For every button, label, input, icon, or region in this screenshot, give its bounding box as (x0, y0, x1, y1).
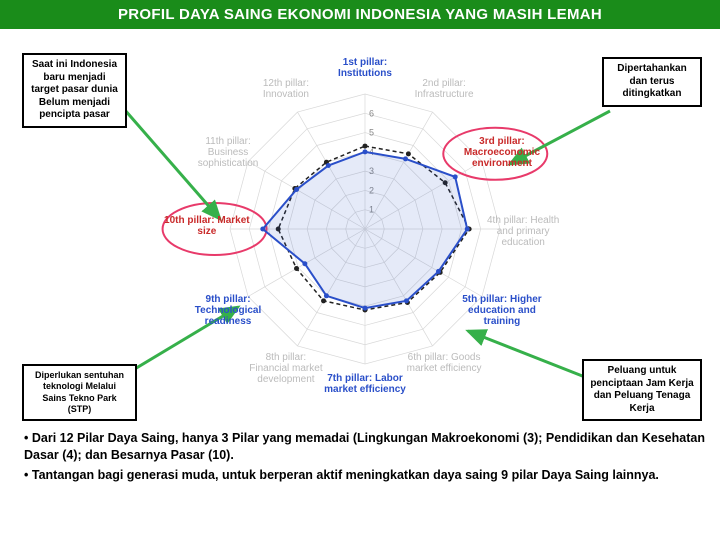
pillar-label-2: 2nd pillar:Infrastructure (399, 78, 489, 100)
pillar-label-8: 8th pillar:Financial marketdevelopment (241, 352, 331, 385)
note-bottom-right: Peluang untuk penciptaan Jam Kerja dan P… (582, 359, 702, 421)
pillar-label-10: 10th pillar: Marketsize (162, 215, 252, 237)
pillar-label-5: 5th pillar: Highereducation andtraining (457, 294, 547, 327)
pillar-label-7: 7th pillar: Labormarket efficiency (320, 373, 410, 395)
svg-text:5: 5 (369, 128, 374, 138)
pillar-label-4: 4th pillar: Healthand primaryeducation (478, 215, 568, 248)
pillar-label-6: 6th pillar: Goodsmarket efficiency (399, 352, 489, 374)
page-title: PROFIL DAYA SAING EKONOMI INDONESIA YANG… (0, 0, 720, 29)
bullet-list: Dari 12 Pilar Daya Saing, hanya 3 Pilar … (0, 424, 720, 493)
pillar-label-12: 12th pillar:Innovation (241, 78, 331, 100)
note-top-left: Saat ini Indonesia baru menjadi target p… (22, 53, 127, 128)
radar-chart-area: 123456 Saat ini Indonesia baru menjadi t… (0, 29, 720, 424)
pillar-label-1: 1st pillar:Institutions (320, 57, 410, 79)
note-top-right: Dipertahankan dan terus ditingkatkan (602, 57, 702, 107)
bullet-2: Tantangan bagi generasi muda, untuk berp… (24, 467, 706, 484)
pillar-label-3: 3rd pillar:Macroeconomicenvironment (457, 136, 547, 169)
bullet-1: Dari 12 Pilar Daya Saing, hanya 3 Pilar … (24, 430, 706, 464)
note-bottom-left: Diperlukan sentuhan teknologi Melalui Sa… (22, 364, 137, 421)
svg-text:6: 6 (369, 108, 374, 118)
pillar-label-11: 11th pillar:Businesssophistication (183, 136, 273, 169)
pillar-label-9: 9th pillar:Technologicalreadiness (183, 294, 273, 327)
